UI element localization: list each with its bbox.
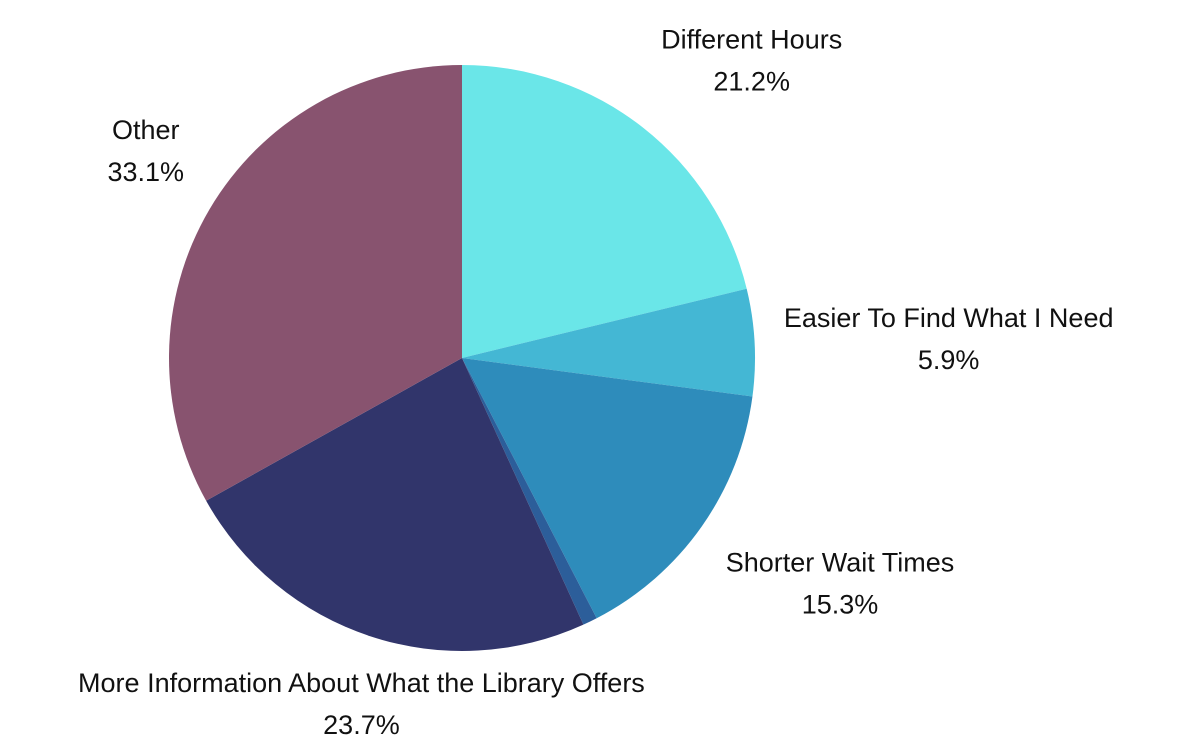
slice-label: Different Hours 21.2% — [661, 25, 842, 97]
pie-slice — [462, 358, 597, 625]
pie-slice — [462, 358, 753, 619]
slice-label: Other 33.1% — [108, 115, 185, 187]
category-label: Other — [112, 115, 180, 145]
pie-slice — [462, 288, 755, 397]
value-label: 5.9% — [918, 345, 980, 375]
value-label: 33.1% — [108, 157, 185, 187]
pie-slice — [169, 65, 462, 501]
value-label: 21.2% — [713, 67, 790, 97]
pie-slice — [462, 65, 747, 358]
value-label: 15.3% — [802, 589, 879, 619]
pie-slice — [206, 358, 584, 651]
category-label: Different Hours — [661, 25, 842, 55]
category-label: More Information About What the Library … — [78, 668, 645, 698]
slice-label: Easier To Find What I Need 5.9% — [784, 303, 1114, 375]
slice-label: Shorter Wait Times 15.3% — [726, 547, 955, 619]
category-label: Easier To Find What I Need — [784, 303, 1114, 333]
value-label: 23.7% — [323, 710, 400, 740]
slice-label: More Information About What the Library … — [78, 668, 645, 740]
category-label: Shorter Wait Times — [726, 547, 955, 577]
